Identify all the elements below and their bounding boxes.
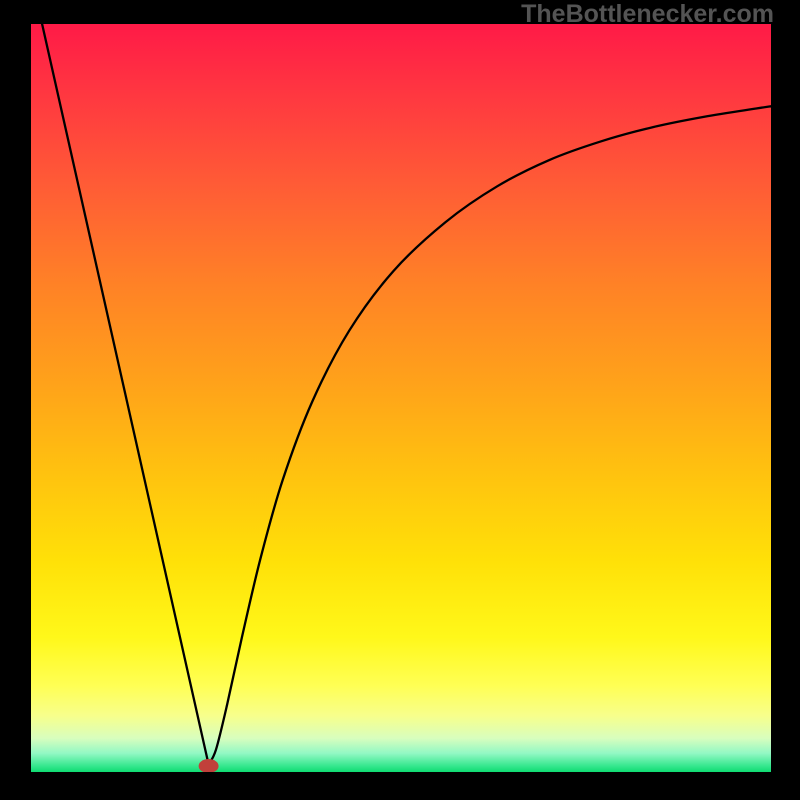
curve-layer [31, 24, 771, 772]
plot-area [31, 24, 771, 772]
watermark-text: TheBottlenecker.com [521, 0, 774, 29]
valley-marker [199, 759, 219, 772]
bottleneck-curve [42, 24, 771, 765]
chart-root: TheBottlenecker.com [0, 0, 800, 800]
